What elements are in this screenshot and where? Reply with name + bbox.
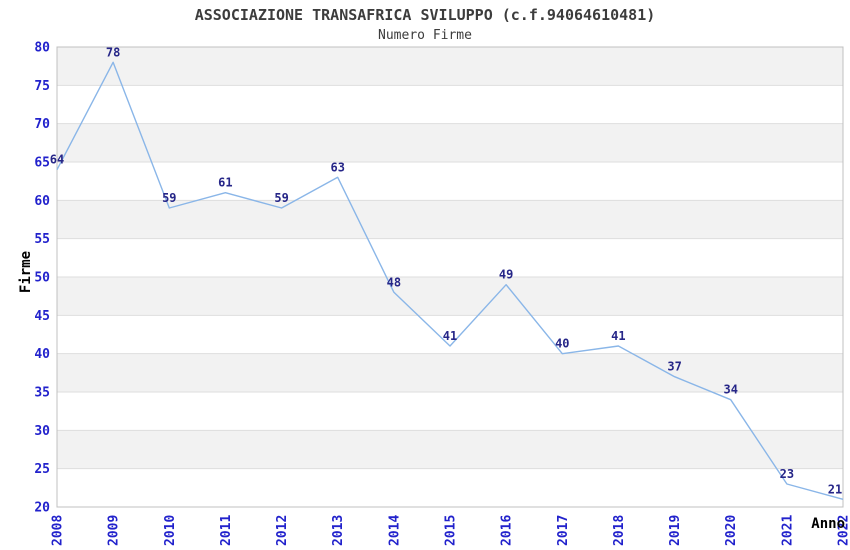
x-tick-label: 2012	[275, 515, 290, 546]
data-point-label: 63	[330, 160, 344, 174]
x-tick-label: 2022	[837, 515, 850, 546]
x-axis-title: Anno	[811, 516, 845, 532]
data-point-label: 59	[274, 191, 288, 205]
data-point-label: 48	[387, 275, 401, 289]
data-point-label: 64	[50, 153, 64, 167]
data-line	[56, 61, 844, 500]
y-tick-label: 75	[34, 79, 50, 94]
plot-band-white	[57, 315, 843, 354]
chart-subtitle: Numero Firme	[378, 28, 472, 43]
y-tick-label: 60	[34, 194, 50, 209]
plot-band-white	[57, 468, 843, 507]
plot-border	[56, 46, 844, 508]
y-tick-label: 40	[34, 347, 50, 362]
y-tick-label: 30	[34, 424, 50, 439]
data-point-label: 78	[106, 45, 120, 59]
x-tick-label: 2014	[387, 515, 402, 546]
y-tick-label: 50	[34, 271, 50, 286]
y-tick-label: 70	[34, 117, 50, 132]
y-tick-label: 25	[34, 462, 50, 477]
data-point-label: 40	[555, 337, 569, 351]
y-tick-label: 20	[34, 501, 50, 516]
data-point-label: 41	[611, 329, 625, 343]
plot-band-white	[57, 85, 843, 124]
x-tick-label: 2009	[107, 515, 122, 546]
plot-band-white	[57, 238, 843, 277]
data-point-label: 59	[162, 191, 176, 205]
plot-band-gray	[57, 200, 843, 239]
data-point-label: 37	[667, 360, 681, 374]
data-point-label: 61	[218, 176, 232, 190]
plot-band-white	[57, 162, 843, 201]
data-point-label: 21	[828, 482, 842, 496]
plot-band-white	[57, 392, 843, 431]
data-point-label: 41	[443, 329, 457, 343]
y-tick-label: 80	[34, 41, 50, 56]
plot-band-gray	[57, 277, 843, 316]
x-tick-label: 2010	[163, 515, 178, 546]
y-tick-label: 65	[34, 156, 50, 171]
x-tick-label: 2013	[331, 515, 346, 546]
x-tick-label: 2017	[556, 515, 571, 546]
x-tick-label: 2021	[780, 515, 795, 546]
y-tick-label: 45	[34, 309, 50, 324]
plot-band-gray	[57, 353, 843, 392]
data-point-label: 49	[499, 268, 513, 282]
x-tick-label: 2018	[612, 515, 627, 546]
y-tick-label: 55	[34, 232, 50, 247]
data-point-label: 34	[723, 383, 737, 397]
chart-title: ASSOCIAZIONE TRANSAFRICA SVILUPPO (c.f.9…	[194, 6, 656, 24]
data-point-label: 23	[780, 467, 794, 481]
x-tick-label: 2015	[444, 515, 459, 546]
x-tick-label: 2016	[500, 515, 515, 546]
plot-band-gray	[57, 430, 843, 469]
plot-band-gray	[57, 123, 843, 162]
x-tick-label: 2008	[51, 515, 66, 546]
y-axis-title: Firme	[18, 250, 34, 294]
x-tick-label: 2011	[219, 515, 234, 546]
x-tick-label: 2020	[724, 515, 739, 546]
x-tick-label: 2019	[668, 515, 683, 546]
plot-band-gray	[57, 47, 843, 86]
y-tick-label: 35	[34, 386, 50, 401]
